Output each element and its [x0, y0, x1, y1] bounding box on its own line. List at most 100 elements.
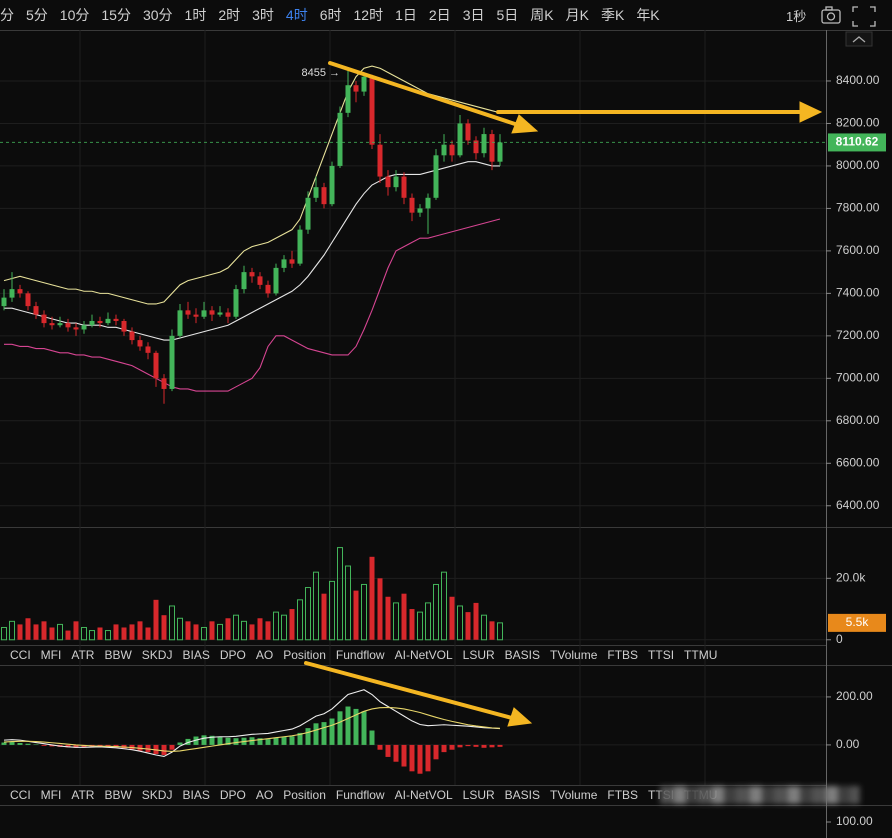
indicator-tab[interactable]: LSUR: [462, 648, 495, 662]
interval-button[interactable]: 15分: [101, 7, 131, 23]
indicator-tab[interactable]: DPO: [219, 648, 246, 662]
collapse-button[interactable]: [845, 31, 873, 47]
indicator-tab[interactable]: CCI: [10, 788, 31, 802]
candle-body: [489, 134, 495, 162]
indicator-tab[interactable]: DPO: [219, 788, 246, 802]
candle-body: [353, 85, 359, 92]
interval-button[interactable]: 2时: [218, 7, 241, 23]
volume-bar: [9, 620, 15, 641]
interval-button[interactable]: 年K: [636, 7, 660, 23]
macd-bar: [1, 742, 7, 745]
indicator-tab[interactable]: Fundflow: [335, 648, 385, 662]
macd-bar: [33, 744, 39, 745]
volume-bar: [153, 599, 159, 640]
macd-bar: [177, 742, 183, 745]
interval-button[interactable]: 30分: [142, 7, 173, 23]
volume-bar: [81, 626, 87, 641]
interval-button[interactable]: 5分: [26, 7, 48, 23]
y-tick-label: 8200.00: [836, 116, 880, 130]
candle-body: [257, 276, 263, 285]
volume-bar: [73, 621, 79, 640]
refresh-interval[interactable]: 1秒: [786, 9, 807, 24]
candle-body: [433, 155, 439, 198]
interval-button[interactable]: 6时: [319, 7, 342, 23]
indicator-line: [3, 706, 501, 752]
candle-body: [33, 306, 39, 315]
indicator-tab[interactable]: CCI: [10, 648, 31, 662]
candle-body: [369, 76, 375, 145]
interval-button[interactable]: 4时: [285, 7, 308, 23]
indicator-tab[interactable]: AO: [255, 648, 274, 662]
indicator-tab[interactable]: BASIS: [504, 648, 541, 662]
candle-body: [41, 314, 47, 324]
indicator-tab[interactable]: FTBS: [607, 788, 639, 802]
candle-body: [361, 76, 367, 92]
indicator-tab[interactable]: AI-NetVOL: [394, 648, 453, 662]
y-tick-label: 7400.00: [836, 286, 880, 300]
indicator-tab[interactable]: ATR: [71, 788, 95, 802]
current-volume-box: [828, 613, 886, 632]
interval-button[interactable]: 周K: [530, 7, 554, 23]
indicator-tab[interactable]: TTSI: [648, 648, 675, 662]
candle-body: [25, 293, 31, 307]
indicator-tab[interactable]: Fundflow: [335, 788, 385, 802]
candle-body: [65, 323, 71, 328]
indicator-tab[interactable]: SKDJ: [141, 788, 173, 802]
volume-bar: [249, 624, 255, 640]
indicator-tab[interactable]: FTBS: [607, 648, 639, 662]
interval-button[interactable]: 5日: [496, 7, 519, 23]
macd-bar: [329, 718, 335, 745]
candle-body: [313, 187, 319, 198]
macd-bar: [73, 744, 79, 748]
candle-body: [441, 144, 447, 156]
macd-bar: [457, 744, 463, 748]
indicator-tab[interactable]: BBW: [104, 648, 132, 662]
arrow: [328, 61, 520, 127]
macd-bar: [441, 744, 447, 753]
indicator-tab[interactable]: AO: [255, 788, 274, 802]
interval-button[interactable]: 1时: [184, 7, 207, 23]
candle-body: [89, 320, 95, 326]
candle-body: [449, 144, 455, 156]
indicator-tab[interactable]: SKDJ: [141, 648, 173, 662]
interval-button[interactable]: 季K: [600, 7, 625, 23]
macd-bar: [481, 744, 487, 748]
camera-icon[interactable]: [821, 6, 841, 24]
candle-body: [73, 327, 79, 330]
interval-button[interactable]: 10分: [59, 7, 90, 23]
interval-button[interactable]: 分: [0, 7, 14, 23]
current-volume-label: 5.5k: [846, 615, 870, 629]
expand-icon[interactable]: [852, 6, 876, 27]
volume-bar: [41, 621, 47, 640]
indicator-tab[interactable]: LSUR: [462, 788, 495, 802]
interval-button[interactable]: 3时: [252, 7, 274, 23]
volume-bar: [145, 627, 151, 640]
macd-bar: [417, 744, 423, 774]
indicator-tab[interactable]: ATR: [71, 648, 95, 662]
current-price-label: 8110.62: [836, 135, 879, 149]
indicator-tab[interactable]: BIAS: [182, 648, 210, 662]
candle-body: [425, 197, 431, 209]
indicator-tab[interactable]: BIAS: [182, 788, 210, 802]
volume-bar: [449, 596, 455, 640]
indicator-tab[interactable]: TVolume: [550, 788, 598, 802]
indicator-tab[interactable]: AI-NetVOL: [394, 788, 453, 802]
indicator-tab[interactable]: MFI: [40, 788, 62, 802]
candle-body: [497, 142, 503, 162]
indicator-tab[interactable]: Position: [283, 648, 326, 662]
indicator-tab[interactable]: TVolume: [550, 648, 598, 662]
candle-body: [49, 323, 55, 326]
indicator-tab[interactable]: TTMU: [684, 648, 718, 662]
interval-button[interactable]: 2日: [428, 7, 451, 23]
indicator-tab[interactable]: BBW: [104, 788, 132, 802]
volume-bar: [321, 593, 327, 640]
indicator-tab[interactable]: MFI: [40, 648, 62, 662]
interval-button[interactable]: 12时: [353, 7, 384, 23]
indicator-tab[interactable]: Position: [283, 788, 326, 802]
interval-button[interactable]: 月K: [565, 7, 589, 23]
interval-button[interactable]: 3日: [462, 7, 485, 23]
candle-body: [289, 259, 295, 264]
indicator-tab[interactable]: BASIS: [504, 788, 541, 802]
interval-button[interactable]: 1日: [395, 7, 417, 23]
